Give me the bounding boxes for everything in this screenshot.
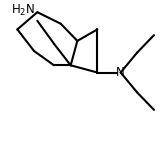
Text: H$_2$N: H$_2$N bbox=[11, 3, 35, 18]
Text: N: N bbox=[116, 66, 125, 79]
